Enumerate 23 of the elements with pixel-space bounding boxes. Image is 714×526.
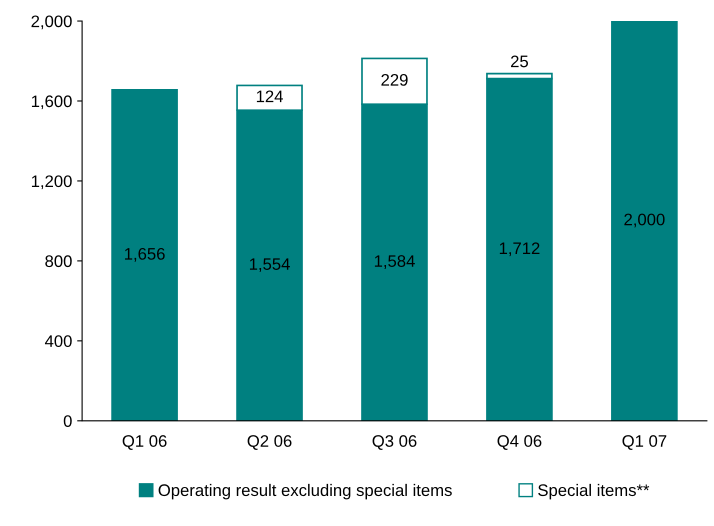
data-label: 2,000	[624, 214, 665, 228]
y-tick-label: 1,600	[32, 95, 72, 110]
data-label: 1,712	[500, 242, 540, 256]
bar	[611, 21, 678, 421]
y-tick-label: 400	[44, 335, 72, 348]
y-tick-label: 800	[45, 255, 72, 268]
bar	[111, 88, 178, 421]
legend-label: Operating result excluding special items	[158, 484, 452, 500]
data-label: 25	[511, 56, 528, 68]
data-label: 124	[256, 90, 283, 102]
data-label: 1,584	[374, 255, 415, 269]
x-tick-label: Q3 06	[372, 435, 416, 450]
y-tick-label: 1,200	[32, 175, 72, 190]
x-tick-label: Q2 06	[248, 435, 292, 450]
data-label: 1,554	[250, 258, 290, 272]
x-tick-label: Q1 06	[122, 435, 167, 450]
x-tick-label: Q1 07	[622, 435, 666, 450]
data-label: 1,656	[125, 248, 165, 262]
y-tick-label: 2,000	[32, 15, 72, 30]
data-label: 229	[381, 74, 408, 86]
x-tick-label: Q4 06	[498, 435, 542, 450]
legend-label: Special items**	[538, 484, 650, 500]
y-tick-label: 0	[64, 415, 72, 428]
